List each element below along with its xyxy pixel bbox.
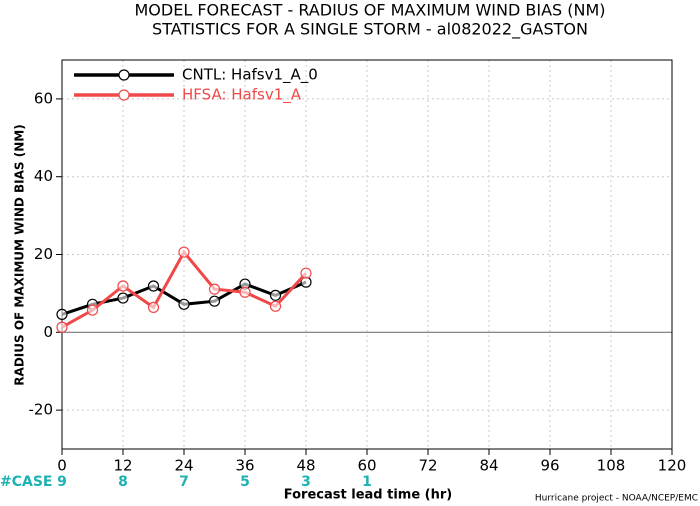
point [208, 295, 221, 307]
x-tick-label: 12 [113, 457, 132, 475]
x-tick-label: 0 [57, 457, 67, 475]
case-label: #CASE [0, 474, 53, 490]
plot-frame [61, 59, 673, 450]
x-tick-label: 36 [235, 457, 254, 475]
case-count: 1 [362, 474, 372, 490]
point [269, 289, 282, 301]
point [117, 280, 129, 292]
x-tick-label: 84 [479, 457, 498, 475]
point [147, 301, 160, 314]
point [86, 304, 99, 316]
x-tick-label: 60 [357, 457, 376, 475]
legend-marker [118, 69, 130, 81]
chart-title: MODEL FORECAST - RADIUS OF MAXIMUM WIND … [134, 1, 605, 20]
case-count: 5 [240, 474, 250, 490]
y-tick-label: 60 [34, 89, 53, 107]
legend-marker [118, 89, 130, 101]
x-tick-label: 48 [296, 457, 315, 475]
point [56, 308, 68, 321]
point [269, 300, 282, 312]
case-count: 3 [301, 474, 311, 490]
point [300, 267, 312, 279]
chart-subtitle: STATISTICS FOR A SINGLE STORM - al082022… [152, 20, 588, 40]
point [239, 286, 251, 298]
y-tick-label: 20 [34, 245, 53, 263]
point [56, 321, 68, 333]
y-tick-label: 0 [43, 323, 53, 341]
x-axis-label: Forecast lead time (hr) [284, 488, 452, 503]
point [178, 246, 190, 258]
x-tick-label: 108 [597, 457, 626, 475]
point [178, 298, 190, 310]
legend-label: CNTL: Hafsv1_A_0 [182, 66, 318, 85]
legend-label: HFSA: Hafsv1_A [182, 86, 302, 105]
case-count: 9 [57, 474, 67, 490]
point [147, 280, 160, 292]
y-tick-label: 40 [34, 167, 53, 185]
x-tick-label: 96 [540, 457, 559, 475]
point [117, 292, 129, 304]
x-tick-label: 120 [658, 457, 687, 475]
x-tick-label: 24 [174, 457, 193, 475]
case-count: 8 [118, 474, 128, 490]
y-axis-label: RADIUS OF MAXIMUM WIND BIAS (NM) [13, 124, 27, 385]
point [208, 283, 221, 295]
y-tick-label: -20 [29, 401, 54, 419]
credit: Hurricane project - NOAA/NCEP/EMC [535, 494, 698, 504]
x-tick-label: 72 [418, 457, 437, 475]
case-count: 7 [179, 474, 189, 490]
